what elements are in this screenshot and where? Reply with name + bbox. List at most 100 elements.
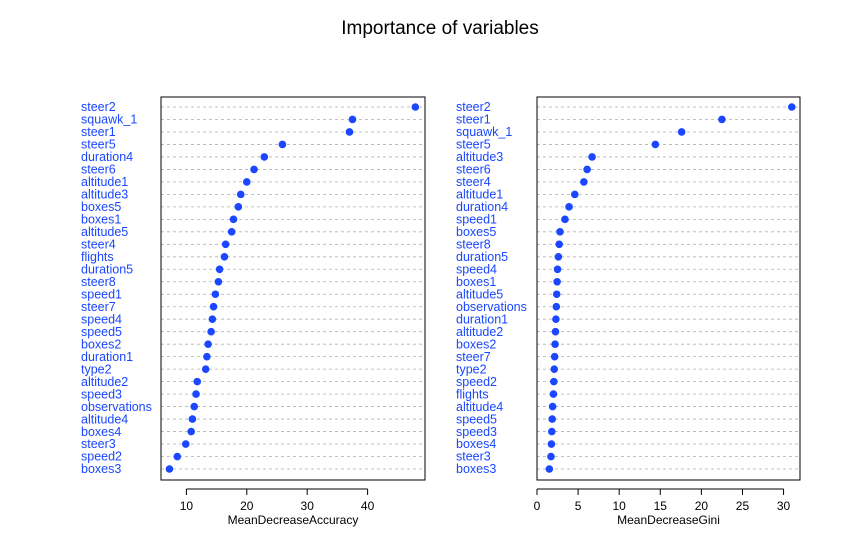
accuracy-point-steer6 — [250, 165, 258, 174]
gini-label-steer8: steer8 — [456, 238, 491, 252]
gini-label-type2: type2 — [456, 362, 487, 376]
gini-point-speed5 — [548, 415, 557, 423]
gini-point-boxes5 — [556, 228, 564, 236]
accuracy-label-boxes2: boxes2 — [81, 337, 121, 351]
accuracy-point-speed5 — [207, 327, 215, 336]
accuracy-point-boxes3 — [165, 465, 174, 473]
gini-label-speed3: speed3 — [456, 425, 497, 439]
gini-label-steer5: steer5 — [456, 138, 491, 152]
gini-label-speed2: speed2 — [456, 375, 497, 389]
gini-panel: steer2steer1squawk_1steer5altitude3steer… — [456, 96, 801, 527]
gini-point-speed1 — [561, 215, 569, 224]
gini-point-type2 — [550, 365, 559, 373]
accuracy-point-boxes2 — [204, 340, 212, 348]
accuracy-point-steer8 — [214, 277, 223, 286]
gini-label-altitude5: altitude5 — [456, 287, 503, 301]
chart-title: Importance of variables — [341, 18, 539, 39]
gini-label-steer2: steer2 — [456, 100, 491, 114]
gini-point-boxes1 — [553, 277, 561, 286]
gini-label-flights: flights — [456, 387, 489, 401]
gini-point-altitude4 — [548, 402, 557, 411]
gini-x-tick-label: 5 — [575, 499, 582, 513]
gini-point-steer6 — [583, 165, 591, 174]
accuracy-label-speed2: speed2 — [81, 450, 122, 464]
gini-label-altitude1: altitude1 — [456, 188, 503, 202]
accuracy-plot-frame — [160, 96, 426, 481]
gini-point-altitude1 — [571, 190, 579, 199]
gini-point-boxes3 — [545, 465, 554, 473]
accuracy-point-altitude3 — [236, 190, 245, 199]
accuracy-x-tick-label: 10 — [180, 499, 194, 513]
gini-label-steer7: steer7 — [456, 350, 491, 364]
accuracy-point-steer7 — [209, 302, 218, 311]
accuracy-x-tick-label: 20 — [240, 499, 254, 513]
gini-x-tick-label: 0 — [534, 499, 541, 513]
accuracy-point-speed3 — [192, 390, 200, 398]
accuracy-label-boxes4: boxes4 — [81, 425, 121, 439]
gini-point-duration5 — [554, 252, 563, 261]
gini-label-steer3: steer3 — [456, 450, 491, 464]
accuracy-label-observations: observations — [81, 400, 152, 414]
accuracy-point-steer4 — [221, 240, 230, 249]
gini-label-altitude4: altitude4 — [456, 400, 503, 414]
accuracy-label-squawk_1: squawk_1 — [81, 113, 137, 127]
gini-point-steer5 — [651, 140, 660, 149]
accuracy-label-duration5: duration5 — [81, 262, 133, 276]
gini-x-tick-label: 15 — [654, 499, 668, 513]
accuracy-point-speed4 — [208, 315, 217, 324]
gini-point-boxes2 — [551, 340, 559, 348]
accuracy-x-axis-label: MeanDecreaseAccuracy — [228, 513, 359, 527]
gini-x-axis-label: MeanDecreaseGini — [617, 513, 720, 527]
accuracy-label-speed5: speed5 — [81, 325, 122, 339]
gini-label-duration4: duration4 — [456, 200, 508, 214]
gini-label-steer6: steer6 — [456, 163, 491, 177]
accuracy-point-duration1 — [203, 352, 211, 361]
accuracy-label-steer7: steer7 — [81, 300, 116, 314]
accuracy-point-speed2 — [173, 452, 182, 461]
accuracy-label-altitude2: altitude2 — [81, 375, 128, 389]
gini-point-duration4 — [565, 203, 573, 211]
accuracy-label-altitude3: altitude3 — [81, 188, 128, 202]
gini-point-steer8 — [555, 240, 563, 249]
accuracy-label-steer1: steer1 — [81, 125, 116, 139]
accuracy-point-duration4 — [260, 153, 269, 161]
gini-label-altitude2: altitude2 — [456, 325, 503, 339]
gini-label-speed5: speed5 — [456, 412, 497, 426]
gini-label-boxes5: boxes5 — [456, 225, 496, 239]
accuracy-label-type2: type2 — [81, 362, 112, 376]
accuracy-point-boxes4 — [187, 427, 196, 436]
gini-label-steer4: steer4 — [456, 175, 491, 189]
accuracy-label-duration1: duration1 — [81, 350, 133, 364]
gini-point-speed3 — [547, 427, 556, 436]
accuracy-label-speed1: speed1 — [81, 287, 122, 301]
gini-label-observations: observations — [456, 300, 527, 314]
accuracy-label-steer2: steer2 — [81, 100, 116, 114]
accuracy-label-speed3: speed3 — [81, 387, 122, 401]
accuracy-point-squawk_1 — [348, 115, 357, 124]
gini-point-flights — [549, 390, 558, 398]
gini-point-speed4 — [553, 265, 562, 274]
accuracy-point-boxes1 — [229, 215, 238, 224]
gini-label-speed4: speed4 — [456, 262, 497, 276]
accuracy-panel: steer2squawk_1steer1steer5duration4steer… — [81, 96, 426, 527]
accuracy-label-steer8: steer8 — [81, 275, 116, 289]
gini-label-squawk_1: squawk_1 — [456, 125, 512, 139]
accuracy-label-steer3: steer3 — [81, 437, 116, 451]
accuracy-x-tick-label: 40 — [361, 499, 375, 513]
gini-point-steer7 — [550, 352, 559, 361]
accuracy-label-steer5: steer5 — [81, 138, 116, 152]
accuracy-label-steer4: steer4 — [81, 238, 116, 252]
gini-label-boxes3: boxes3 — [456, 462, 496, 476]
gini-x-tick-label: 20 — [695, 499, 709, 513]
accuracy-point-altitude5 — [227, 228, 236, 236]
accuracy-point-type2 — [201, 365, 210, 373]
accuracy-point-speed1 — [211, 290, 220, 299]
accuracy-point-duration5 — [215, 265, 224, 274]
accuracy-point-observations — [190, 402, 199, 411]
accuracy-point-flights — [220, 252, 229, 261]
accuracy-point-altitude4 — [188, 415, 197, 423]
gini-point-speed2 — [550, 377, 558, 386]
gini-label-altitude3: altitude3 — [456, 150, 503, 164]
accuracy-label-altitude4: altitude4 — [81, 412, 128, 426]
gini-point-steer4 — [580, 178, 588, 186]
